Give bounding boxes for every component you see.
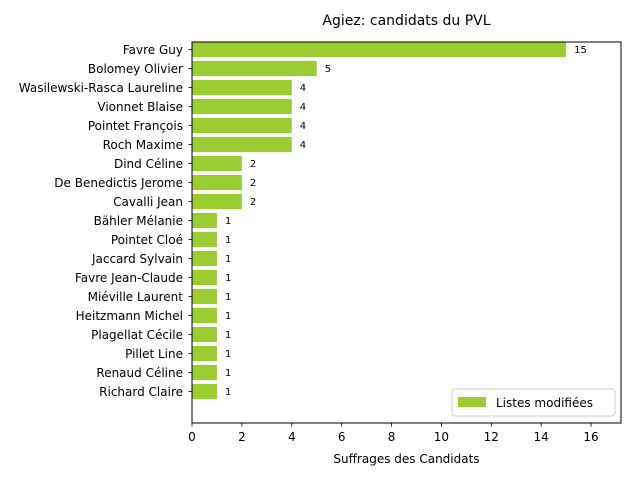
category-label: Heitzmann Michel [76,309,183,323]
x-tick-label: 0 [188,430,196,444]
category-labels: Favre Guy Bolomey Olivier Wasilewski-Rasca… [19,43,192,399]
bar [192,155,242,172]
value-label: 2 [250,159,256,170]
legend: Listes modifiées [451,388,616,417]
value-label: 5 [325,64,331,75]
category-label: Jaccard Sylvain [91,252,183,266]
bar [192,79,292,96]
value-label: 1 [225,349,231,360]
bar [192,60,317,77]
bar [192,136,292,153]
value-label: 1 [225,311,231,322]
bar [192,269,217,286]
bar [192,174,242,191]
bars-layer [192,41,567,400]
category-label: Dind Céline [114,157,183,171]
x-tick-label: 6 [338,430,346,444]
bar [192,212,217,229]
x-axis: 0 2 4 6 8 10 12 14 16 [188,423,599,444]
value-label: 2 [250,178,256,189]
bar [192,345,217,362]
bar [192,307,217,324]
bar [192,288,217,305]
category-label: De Benedictis Jerome [54,176,183,190]
chart-title: Agiez: candidats du PVL [322,13,490,29]
bar [192,193,242,210]
x-tick-label: 16 [583,430,598,444]
bar [192,364,217,381]
value-label: 1 [225,330,231,341]
category-label: Vionnet Blaise [97,100,183,114]
x-tick-label: 12 [484,430,499,444]
value-label: 4 [300,140,306,151]
bar [192,326,217,343]
value-label: 15 [574,45,587,56]
value-labels: 15 5 4 4 4 4 2 2 2 1 1 1 1 1 1 1 1 1 1 [225,45,587,398]
x-tick-label: 8 [388,430,396,444]
x-tick-label: 2 [238,430,246,444]
value-label: 4 [300,83,306,94]
category-label: Roch Maxime [103,138,183,152]
category-label: Pillet Line [125,347,183,361]
category-label: Wasilewski-Rasca Laureline [19,81,183,95]
bar [192,383,217,400]
category-label: Richard Claire [99,385,183,399]
value-label: 1 [225,273,231,284]
value-label: 1 [225,235,231,246]
legend-swatch [458,397,486,407]
category-label: Pointet François [88,119,183,133]
category-label: Renaud Céline [96,366,183,380]
value-label: 1 [225,216,231,227]
value-label: 1 [225,368,231,379]
category-label: Pointet Cloé [111,233,183,247]
bar [192,98,292,115]
value-label: 1 [225,387,231,398]
value-label: 4 [300,102,306,113]
value-label: 1 [225,254,231,265]
bar [192,41,567,58]
x-tick-label: 14 [534,430,549,444]
category-label: Plagellat Cécile [91,328,183,342]
legend-frame [451,388,616,417]
bar [192,231,217,248]
plot-frame [191,41,622,424]
x-axis-label: Suffrages des Candidats [333,452,479,466]
category-label: Cavalli Jean [113,195,183,209]
x-tick-label: 4 [288,430,296,444]
category-label: Miéville Laurent [88,290,184,304]
category-label: Favre Jean-Claude [75,271,183,285]
legend-label: Listes modifiées [496,396,593,410]
category-label: Bolomey Olivier [88,62,183,76]
bar [192,250,217,267]
value-label: 2 [250,197,256,208]
value-label: 4 [300,121,306,132]
bar [192,117,292,134]
x-tick-label: 10 [434,430,449,444]
value-label: 1 [225,292,231,303]
category-label: Bähler Mélanie [94,214,183,228]
category-label: Favre Guy [123,43,183,57]
